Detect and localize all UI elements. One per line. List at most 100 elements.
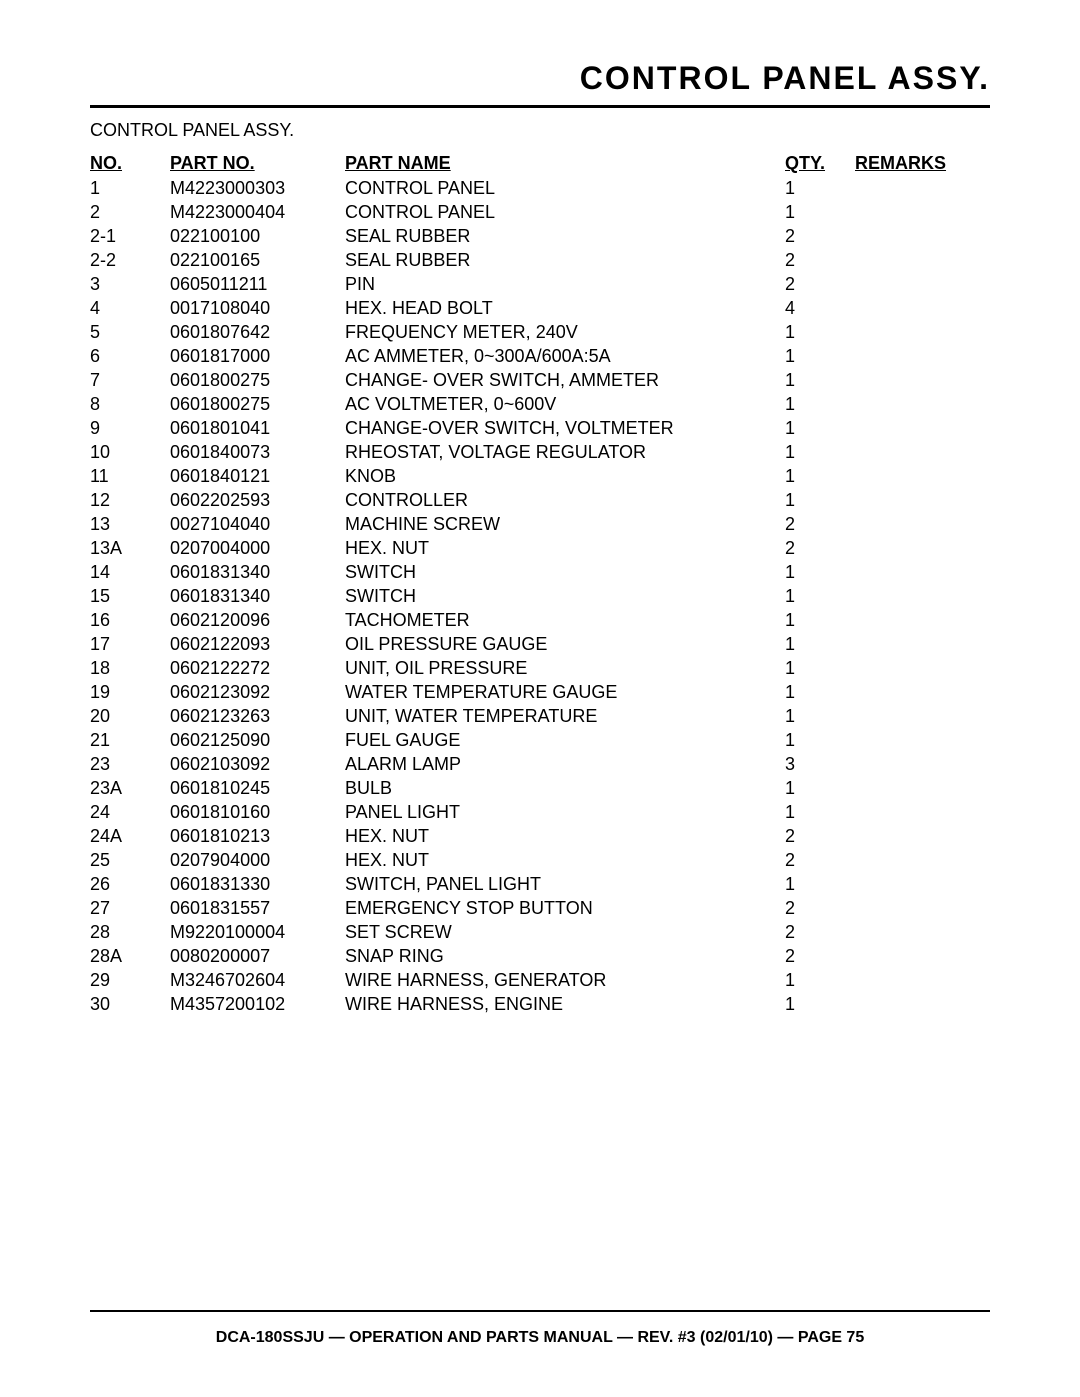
cell-qty: 1 xyxy=(785,608,855,632)
footer-text: DCA-180SSJU — OPERATION AND PARTS MANUAL… xyxy=(0,1329,1080,1347)
cell-qty: 1 xyxy=(785,872,855,896)
cell-no: 12 xyxy=(90,488,170,512)
cell-qty: 1 xyxy=(785,368,855,392)
cell-no: 5 xyxy=(90,320,170,344)
cell-name: HEX. NUT xyxy=(345,848,785,872)
cell-remarks xyxy=(855,200,990,224)
cell-partno: 0602122093 xyxy=(170,632,345,656)
cell-partno: 0601831557 xyxy=(170,896,345,920)
table-row: 200602123263UNIT, WATER TEMPERATURE1 xyxy=(90,704,990,728)
table-row: 1M4223000303CONTROL PANEL1 xyxy=(90,176,990,200)
cell-remarks xyxy=(855,872,990,896)
cell-partno: M4223000404 xyxy=(170,200,345,224)
cell-partno: 0602122272 xyxy=(170,656,345,680)
cell-remarks xyxy=(855,632,990,656)
cell-name: SWITCH, PANEL LIGHT xyxy=(345,872,785,896)
cell-name: BULB xyxy=(345,776,785,800)
cell-name: SNAP RING xyxy=(345,944,785,968)
cell-partno: 0601801041 xyxy=(170,416,345,440)
table-row: 28M9220100004SET SCREW2 xyxy=(90,920,990,944)
cell-remarks xyxy=(855,992,990,1016)
cell-qty: 3 xyxy=(785,752,855,776)
cell-remarks xyxy=(855,560,990,584)
cell-qty: 1 xyxy=(785,728,855,752)
cell-partno: 0601800275 xyxy=(170,392,345,416)
cell-remarks xyxy=(855,800,990,824)
cell-partno: 0207904000 xyxy=(170,848,345,872)
table-row: 270601831557EMERGENCY STOP BUTTON2 xyxy=(90,896,990,920)
cell-partno: 0602123263 xyxy=(170,704,345,728)
table-row: 90601801041CHANGE-OVER SWITCH, VOLTMETER… xyxy=(90,416,990,440)
cell-no: 9 xyxy=(90,416,170,440)
cell-remarks xyxy=(855,920,990,944)
cell-remarks xyxy=(855,824,990,848)
cell-partno: 0207004000 xyxy=(170,536,345,560)
cell-qty: 1 xyxy=(785,416,855,440)
cell-partno: 0602125090 xyxy=(170,728,345,752)
cell-no: 2-1 xyxy=(90,224,170,248)
cell-qty: 1 xyxy=(785,392,855,416)
parts-table: NO. PART NO. PART NAME QTY. REMARKS 1M42… xyxy=(90,151,990,1016)
cell-no: 3 xyxy=(90,272,170,296)
cell-no: 16 xyxy=(90,608,170,632)
table-row: 160602120096TACHOMETER1 xyxy=(90,608,990,632)
cell-partno: 0601840073 xyxy=(170,440,345,464)
cell-qty: 1 xyxy=(785,320,855,344)
cell-no: 2 xyxy=(90,200,170,224)
table-row: 230602103092ALARM LAMP3 xyxy=(90,752,990,776)
cell-name: CONTROL PANEL xyxy=(345,200,785,224)
cell-qty: 1 xyxy=(785,968,855,992)
cell-no: 15 xyxy=(90,584,170,608)
cell-remarks xyxy=(855,224,990,248)
cell-partno: 022100165 xyxy=(170,248,345,272)
cell-name: HEX. NUT xyxy=(345,536,785,560)
cell-no: 30 xyxy=(90,992,170,1016)
cell-remarks xyxy=(855,704,990,728)
cell-remarks xyxy=(855,488,990,512)
table-title: CONTROL PANEL ASSY. xyxy=(90,120,990,141)
table-row: 24A0601810213HEX. NUT2 xyxy=(90,824,990,848)
cell-qty: 2 xyxy=(785,944,855,968)
cell-qty: 1 xyxy=(785,776,855,800)
table-row: 180602122272UNIT, OIL PRESSURE1 xyxy=(90,656,990,680)
cell-name: TACHOMETER xyxy=(345,608,785,632)
cell-partno: 0605011211 xyxy=(170,272,345,296)
cell-no: 27 xyxy=(90,896,170,920)
cell-qty: 1 xyxy=(785,560,855,584)
cell-qty: 1 xyxy=(785,464,855,488)
cell-partno: M4223000303 xyxy=(170,176,345,200)
cell-qty: 1 xyxy=(785,440,855,464)
cell-qty: 2 xyxy=(785,920,855,944)
cell-remarks xyxy=(855,776,990,800)
cell-remarks xyxy=(855,536,990,560)
cell-remarks xyxy=(855,296,990,320)
cell-name: SWITCH xyxy=(345,584,785,608)
cell-no: 1 xyxy=(90,176,170,200)
table-row: 2M4223000404CONTROL PANEL1 xyxy=(90,200,990,224)
cell-partno: 0601817000 xyxy=(170,344,345,368)
cell-partno: 022100100 xyxy=(170,224,345,248)
header-no: NO. xyxy=(90,151,170,176)
cell-partno: M3246702604 xyxy=(170,968,345,992)
table-row: 23A0601810245BULB1 xyxy=(90,776,990,800)
cell-partno: 0027104040 xyxy=(170,512,345,536)
cell-qty: 1 xyxy=(785,344,855,368)
cell-name: UNIT, OIL PRESSURE xyxy=(345,656,785,680)
table-row: 250207904000HEX. NUT2 xyxy=(90,848,990,872)
cell-name: PANEL LIGHT xyxy=(345,800,785,824)
cell-remarks xyxy=(855,440,990,464)
cell-no: 8 xyxy=(90,392,170,416)
cell-no: 21 xyxy=(90,728,170,752)
cell-qty: 1 xyxy=(785,176,855,200)
cell-no: 6 xyxy=(90,344,170,368)
cell-remarks xyxy=(855,584,990,608)
table-row: 60601817000AC AMMETER, 0~300A/600A:5A1 xyxy=(90,344,990,368)
cell-remarks xyxy=(855,344,990,368)
cell-partno: 0601831340 xyxy=(170,584,345,608)
cell-no: 28 xyxy=(90,920,170,944)
cell-name: CONTROLLER xyxy=(345,488,785,512)
table-row: 260601831330SWITCH, PANEL LIGHT1 xyxy=(90,872,990,896)
cell-remarks xyxy=(855,248,990,272)
cell-partno: 0017108040 xyxy=(170,296,345,320)
cell-qty: 1 xyxy=(785,680,855,704)
